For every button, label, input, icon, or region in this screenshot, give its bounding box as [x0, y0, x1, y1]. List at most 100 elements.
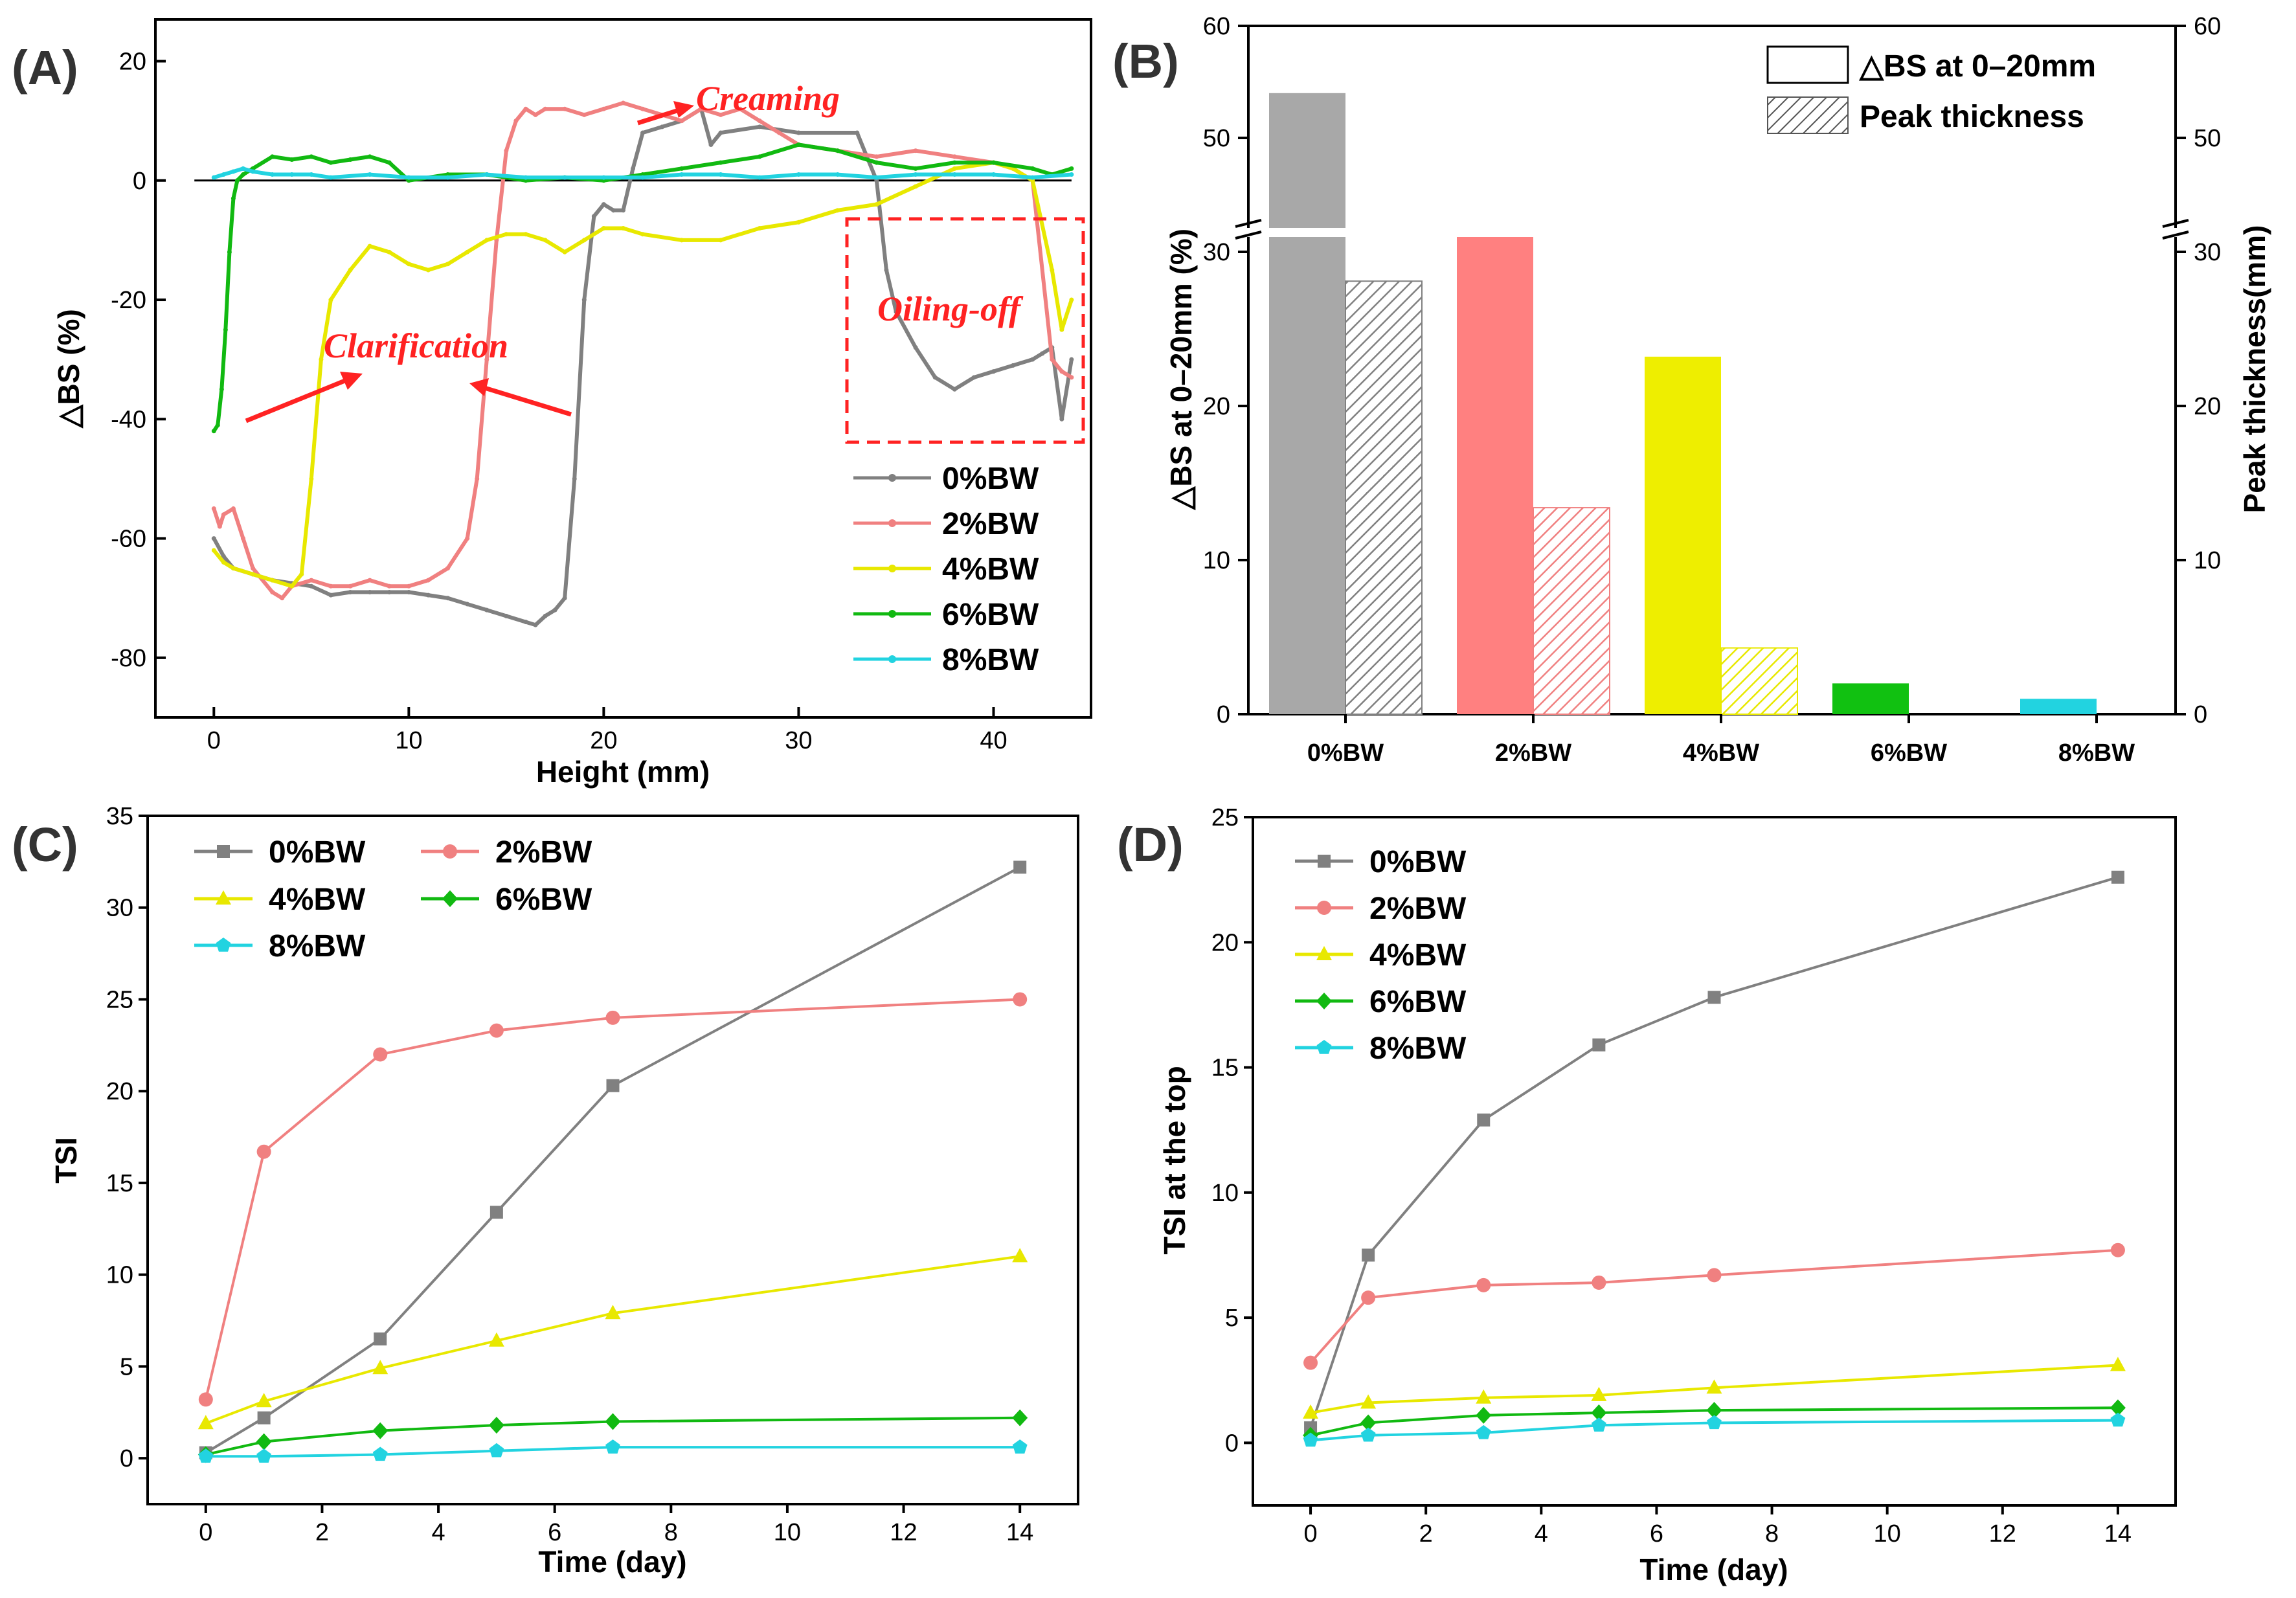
a-point-2pctbw	[1050, 357, 1055, 362]
d-point-4pctbw	[1476, 1389, 1492, 1404]
a-point-0pctbw	[757, 124, 762, 129]
a-point-0pctbw	[533, 622, 538, 627]
a-point-0pctbw	[572, 476, 577, 481]
d-point-4pctbw	[1360, 1394, 1377, 1409]
c-series-line-2pctbw	[204, 998, 1020, 1400]
d-point-4pctbw	[2110, 1356, 2126, 1371]
a-legend-label-6pctbw: 6%BW	[942, 598, 1039, 632]
d-point-8pctbw	[1591, 1417, 1606, 1432]
a-point-2pctbw	[533, 112, 538, 117]
a-point-4pctbw	[484, 238, 490, 243]
a-ytick-label: 0	[133, 168, 146, 195]
a-point-6pctbw	[270, 154, 275, 159]
legend-swatch-peak	[1767, 96, 1849, 134]
b-ytick-label-left: 0	[1217, 701, 1230, 728]
panel-label-c: (C)	[12, 818, 78, 872]
a-point-0pctbw	[406, 590, 411, 595]
b-bar-peak-0pctbw	[1345, 280, 1423, 715]
a-point-0pctbw	[504, 613, 509, 618]
a-point-4pctbw	[231, 566, 236, 571]
c-xtick-label: 4	[431, 1519, 445, 1546]
a-ytick-label: -60	[111, 526, 146, 553]
a-ytick-label: -20	[111, 287, 146, 314]
a-point-0pctbw	[328, 592, 333, 598]
a-point-6pctbw	[835, 148, 840, 153]
a-point-8pctbw	[601, 175, 606, 180]
a-point-4pctbw	[835, 208, 840, 213]
a-legend-dot-6pctbw	[888, 610, 896, 618]
c-point-6pctbw	[488, 1417, 504, 1434]
a-point-2pctbw	[913, 148, 918, 153]
a-xtick-label: 0	[207, 727, 221, 754]
a-point-0pctbw	[1040, 351, 1045, 356]
a-point-6pctbw	[796, 142, 801, 147]
b-category-label: 4%BW	[1683, 739, 1759, 767]
a-point-2pctbw	[387, 583, 392, 589]
a-point-2pctbw	[543, 106, 548, 111]
c-point-8pctbw	[605, 1439, 620, 1454]
a-point-0pctbw	[601, 202, 606, 207]
a-point-0pctbw	[971, 375, 976, 380]
d-legend-label-2pctbw: 2%BW	[1369, 892, 1467, 926]
d-point-6pctbw	[2110, 1399, 2126, 1417]
panel-b-left-title: △BS at 0–20mm (%)	[1164, 229, 1198, 511]
c-legend-marker-4pctbw	[216, 890, 231, 905]
panel-d-line-chart: 0 2 4 6 8 10 12 14 0 5 10 15 20 25 Time (day) TSI at …	[1158, 804, 2177, 1586]
c-xtick-label: 10	[774, 1519, 801, 1546]
c-point-0pctbw	[490, 1206, 503, 1219]
a-point-8pctbw	[757, 175, 762, 180]
d-legend-label-4pctbw: 4%BW	[1369, 938, 1467, 973]
a-point-8pctbw	[874, 175, 879, 180]
a-point-0pctbw	[884, 267, 889, 273]
a-point-0pctbw	[952, 387, 957, 392]
a-point-8pctbw	[523, 175, 528, 180]
d-xtick-label: 8	[1765, 1520, 1779, 1547]
panel-b-right-title: Peak thickness(mm)	[2238, 225, 2271, 513]
c-ytick-label: 30	[106, 895, 133, 922]
a-point-8pctbw	[679, 172, 684, 177]
a-point-8pctbw	[1030, 175, 1035, 180]
c-point-6pctbw	[605, 1413, 621, 1430]
a-point-2pctbw	[679, 118, 684, 124]
b-bar-bs-8pctbw	[2020, 699, 2097, 714]
panel-b-legend: △BS at 0–20mm Peak thickness	[1766, 45, 2096, 134]
c-point-6pctbw	[256, 1433, 272, 1450]
c-ytick-label: 20	[106, 1078, 133, 1105]
a-point-2pctbw	[699, 106, 704, 111]
a-point-8pctbw	[270, 172, 275, 177]
a-point-6pctbw	[679, 166, 684, 171]
a-point-2pctbw	[231, 506, 236, 512]
c-series-line-8pctbw	[205, 1446, 1020, 1458]
a-point-4pctbw	[348, 267, 353, 273]
c-point-4pctbw	[256, 1393, 272, 1408]
d-xtick-label: 2	[1419, 1520, 1433, 1547]
a-point-0pctbw	[367, 590, 372, 595]
c-legend-label-0pctbw: 0%BW	[269, 835, 366, 870]
a-point-6pctbw	[231, 196, 236, 201]
a-point-6pctbw	[348, 157, 353, 163]
c-point-4pctbw	[488, 1332, 504, 1347]
a-point-4pctbw	[913, 184, 918, 189]
a-point-6pctbw	[874, 160, 879, 165]
c-xtick-label: 14	[1006, 1519, 1033, 1546]
d-xtick-label: 0	[1303, 1520, 1317, 1547]
a-point-2pctbw	[251, 566, 256, 571]
a-point-2pctbw	[280, 596, 285, 601]
a-point-0pctbw	[640, 130, 646, 135]
b-ytick-label-right: 60	[2194, 13, 2221, 40]
panel-a-legend: 0%BW 2%BW 4%BW 6%BW 8%BW	[853, 462, 1039, 677]
a-point-2pctbw	[621, 100, 625, 106]
a-point-4pctbw	[1059, 327, 1064, 332]
c-point-4pctbw	[605, 1305, 621, 1320]
a-point-4pctbw	[425, 267, 431, 273]
a-series-line-8pctbw	[213, 166, 1072, 180]
d-legend-marker-2pctbw	[1317, 901, 1331, 915]
d-point-8pctbw	[1360, 1427, 1376, 1442]
a-point-0pctbw	[523, 620, 528, 625]
a-point-0pctbw	[221, 554, 226, 559]
d-ytick-label: 5	[1225, 1305, 1239, 1332]
a-point-0pctbw	[718, 130, 723, 135]
a-point-4pctbw	[796, 219, 801, 225]
c-point-8pctbw	[256, 1448, 272, 1463]
d-point-8pctbw	[1476, 1424, 1491, 1439]
